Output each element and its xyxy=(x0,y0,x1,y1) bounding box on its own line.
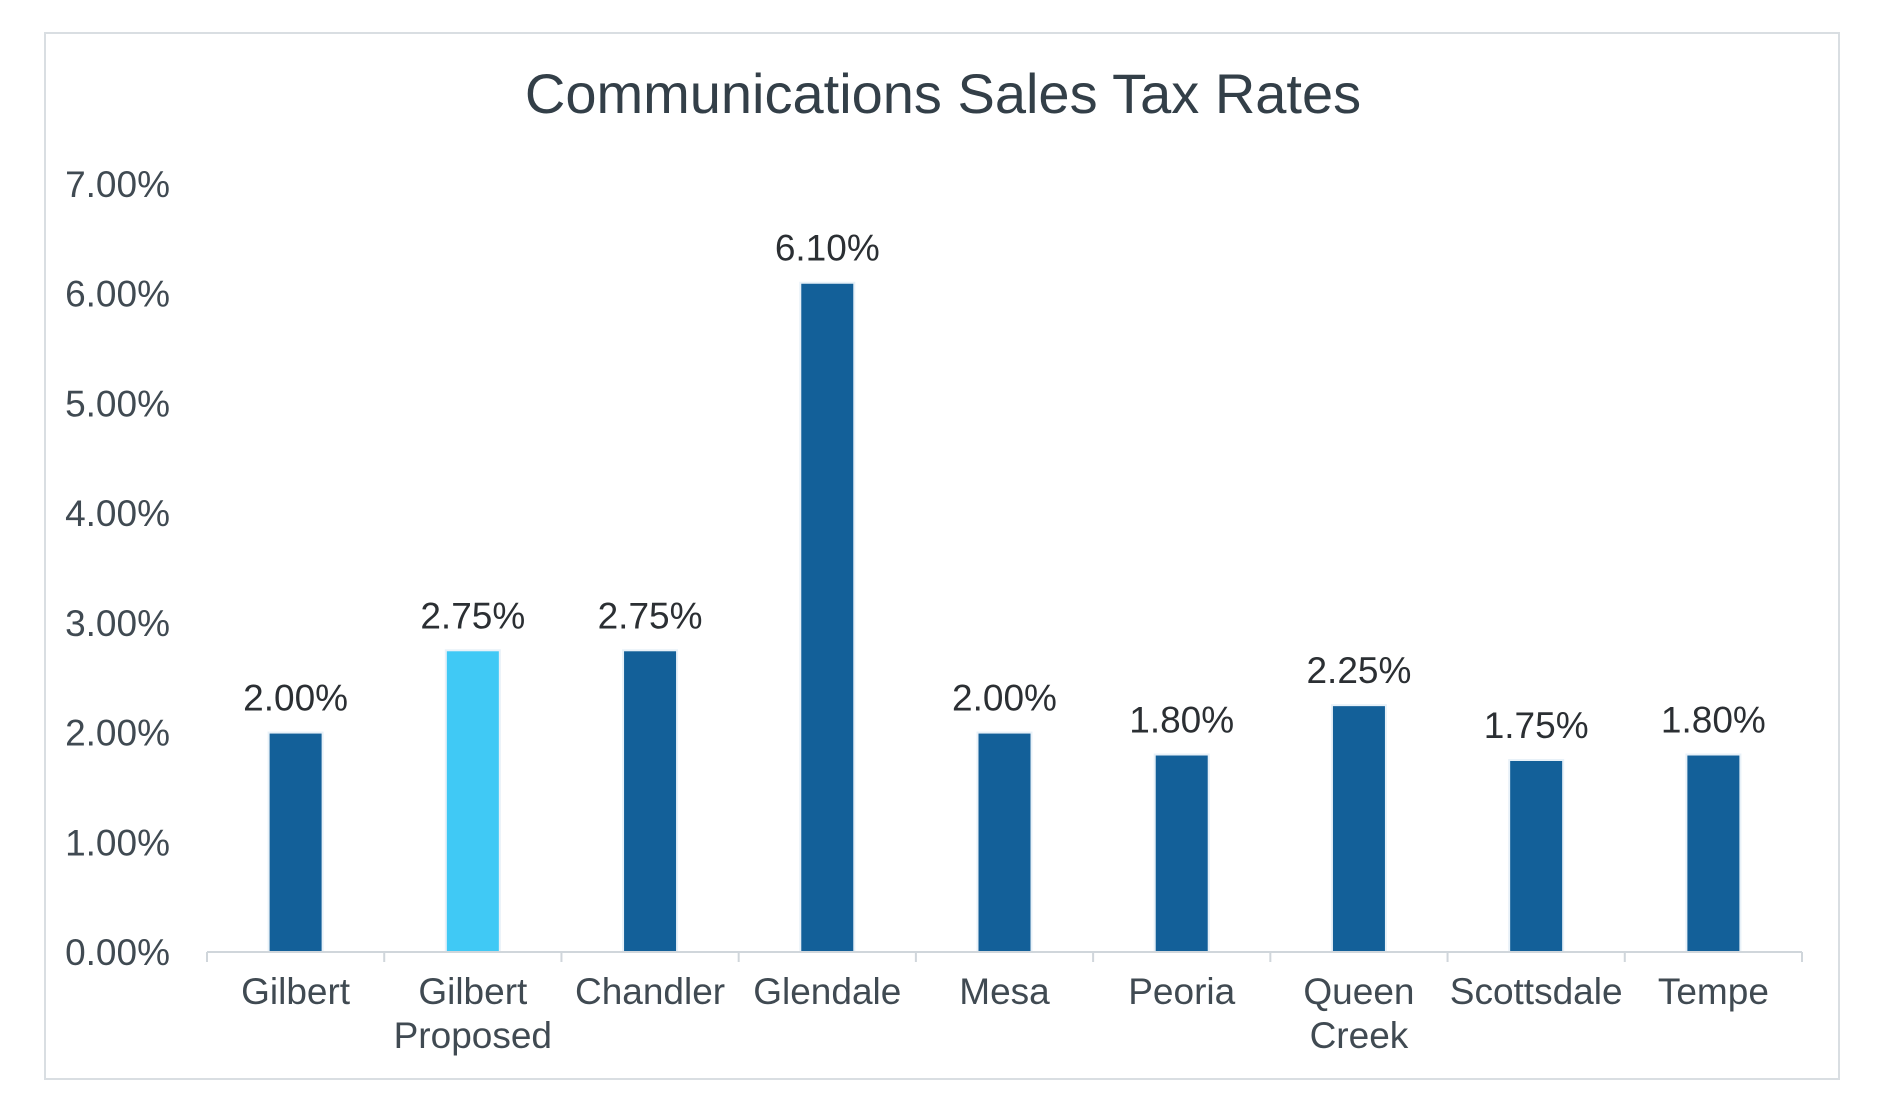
x-category-label: Gilbert Proposed xyxy=(394,971,552,1056)
y-tick-label: 0.00% xyxy=(65,932,170,973)
data-label: 2.00% xyxy=(952,678,1057,719)
bar xyxy=(622,649,679,953)
data-label: 6.10% xyxy=(775,228,880,269)
data-label: 1.75% xyxy=(1484,705,1589,746)
bar xyxy=(267,731,324,953)
y-tick-label: 3.00% xyxy=(65,603,170,644)
data-labels: 2.00% 2.75% 2.75% 6.10% 2.00% 1.80% 2.25% 1.75%… xyxy=(243,228,1766,746)
chart-title: Communications Sales Tax Rates xyxy=(525,62,1361,125)
x-category-label: Queen Creek xyxy=(1303,971,1414,1056)
x-axis: Gilbert Gilbert Proposed Chandler Glendale Me… xyxy=(206,951,1803,1056)
y-tick-label: 5.00% xyxy=(65,383,170,424)
bar xyxy=(444,649,501,953)
y-tick-label: 4.00% xyxy=(65,493,170,534)
y-tick-label: 6.00% xyxy=(65,274,170,315)
data-label: 1.80% xyxy=(1661,700,1766,741)
data-label: 2.00% xyxy=(243,678,348,719)
x-category-label: Tempe xyxy=(1658,971,1769,1012)
bars xyxy=(267,281,1742,954)
x-category-label: Gilbert xyxy=(241,971,351,1012)
bar xyxy=(799,281,856,953)
bar xyxy=(976,731,1033,953)
x-category-label: Glendale xyxy=(753,971,901,1012)
data-label: 2.75% xyxy=(598,595,703,636)
x-category-label: Mesa xyxy=(959,971,1050,1012)
bar xyxy=(1685,753,1742,953)
y-tick-label: 7.00% xyxy=(65,164,170,205)
data-label: 1.80% xyxy=(1129,700,1234,741)
y-tick-label: 2.00% xyxy=(65,713,170,754)
x-category-label: Peoria xyxy=(1128,971,1235,1012)
bar xyxy=(1508,759,1565,953)
bar xyxy=(1330,704,1387,954)
x-category-label: Chandler xyxy=(575,971,725,1012)
data-label: 2.25% xyxy=(1306,650,1411,691)
y-axis: 0.00% 1.00% 2.00% 3.00% 4.00% 5.00% 6.00% 7.00% xyxy=(65,164,170,973)
data-label: 2.75% xyxy=(420,595,525,636)
x-category-label: Scottsdale xyxy=(1450,971,1623,1012)
y-tick-label: 1.00% xyxy=(65,822,170,863)
bar xyxy=(1153,753,1210,953)
